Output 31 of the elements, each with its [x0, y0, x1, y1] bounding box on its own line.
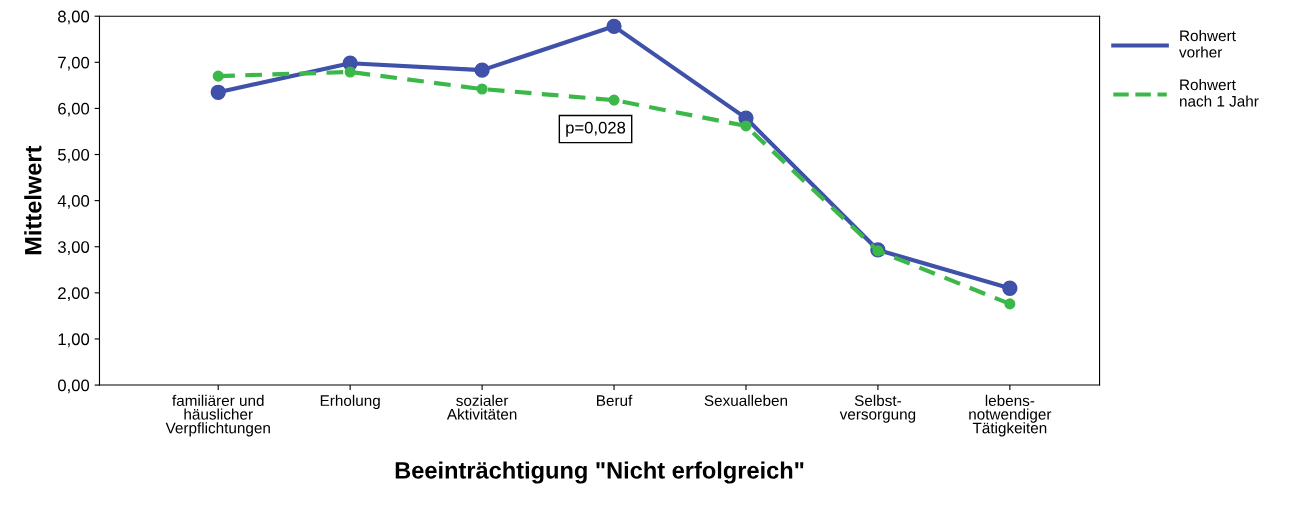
legend-label: Rohwert vorher	[1179, 29, 1236, 58]
y-tick-label: 3,00	[57, 241, 90, 255]
x-tick-label: sozialer Aktivitäten	[446, 394, 517, 420]
point	[210, 84, 226, 100]
x-tick-label: Selbst- versorgung	[839, 394, 916, 423]
y-tick-label: 5,00	[57, 148, 90, 163]
point	[740, 120, 752, 132]
point	[212, 70, 224, 82]
point	[1002, 280, 1018, 296]
x-tick-label: lebens- notwendiger Tätigkeiten	[969, 394, 1052, 437]
y-tick-label: 2,00	[58, 287, 90, 302]
y-tick-label: 7,00	[58, 56, 90, 71]
y-tick-label: 0,00	[57, 379, 90, 394]
legend-label: Rohwert nach 1 Jahr	[1180, 78, 1259, 107]
point	[474, 62, 490, 78]
y-axis-title: Mittelwert	[24, 145, 42, 255]
point	[344, 66, 356, 78]
point	[606, 18, 622, 34]
point	[476, 83, 488, 95]
point	[1004, 298, 1016, 310]
point	[608, 94, 620, 106]
x-tick-label: familiärer und häuslicher Verpflichtungen	[165, 394, 270, 437]
y-tick-label: 4,00	[57, 195, 90, 209]
y-tick-label: 6,00	[58, 102, 90, 117]
x-tick-label: Sexualleben	[704, 394, 788, 407]
annotation: p=0,028	[566, 121, 626, 137]
x-axis-title: Beeinträchtigung "Nicht erfolgreich"	[395, 461, 804, 484]
x-tick-label: Beruf	[597, 394, 633, 407]
x-tick-label: Erholung	[320, 394, 380, 410]
y-tick-label: 8,00	[58, 10, 90, 25]
y-tick-label: 1,00	[58, 333, 90, 348]
